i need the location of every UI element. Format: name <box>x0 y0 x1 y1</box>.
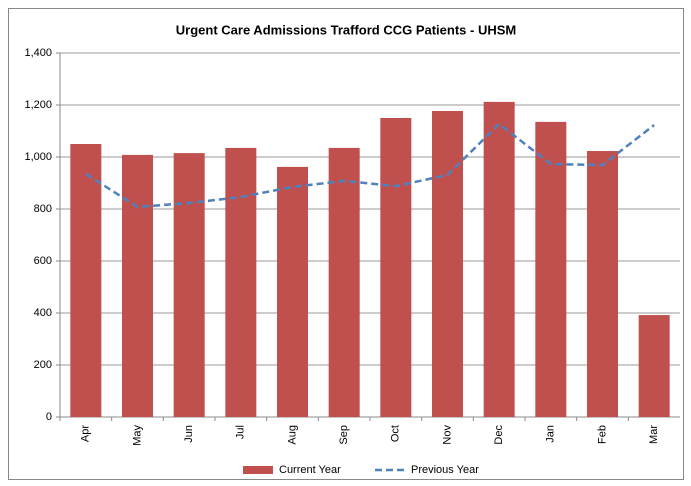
y-tick-label: 800 <box>34 203 52 215</box>
x-tick-label: Dec <box>493 425 505 445</box>
legend-label: Previous Year <box>411 464 479 476</box>
x-tick-label: May <box>131 425 143 446</box>
bar <box>638 315 670 417</box>
x-tick-label: Jun <box>183 425 195 443</box>
y-tick-label: 1,400 <box>24 47 52 59</box>
y-tick-label: 600 <box>34 255 52 267</box>
legend-swatch <box>243 466 273 474</box>
bar <box>173 153 205 417</box>
bar <box>225 147 257 417</box>
bar <box>587 151 618 417</box>
y-tick-label: 1,200 <box>24 99 52 111</box>
bar <box>277 166 308 417</box>
chart-title: Urgent Care Admissions Trafford CCG Pati… <box>176 22 516 37</box>
y-tick-label: 1,000 <box>24 151 52 163</box>
bar <box>328 147 360 417</box>
y-tick-label: 0 <box>46 411 52 423</box>
bar <box>122 154 153 418</box>
legend-label: Current Year <box>279 464 341 476</box>
x-tick-label: Oct <box>390 425 402 442</box>
x-tick-label: Jan <box>545 425 557 443</box>
x-tick-label: Aug <box>286 425 298 445</box>
line <box>85 122 655 209</box>
x-tick-label: Sep <box>338 425 350 445</box>
x-tick-label: Mar <box>648 425 660 444</box>
bar <box>432 110 463 417</box>
x-tick-label: Apr <box>80 425 92 442</box>
bar <box>535 121 567 418</box>
bar <box>70 144 102 417</box>
bar <box>483 101 515 417</box>
x-tick-label: Nov <box>441 425 453 445</box>
x-tick-label: Feb <box>596 425 608 444</box>
y-tick-label: 200 <box>34 359 52 371</box>
x-tick-label: Jul <box>235 425 247 439</box>
y-tick-label: 400 <box>34 307 52 319</box>
bar <box>380 118 412 417</box>
